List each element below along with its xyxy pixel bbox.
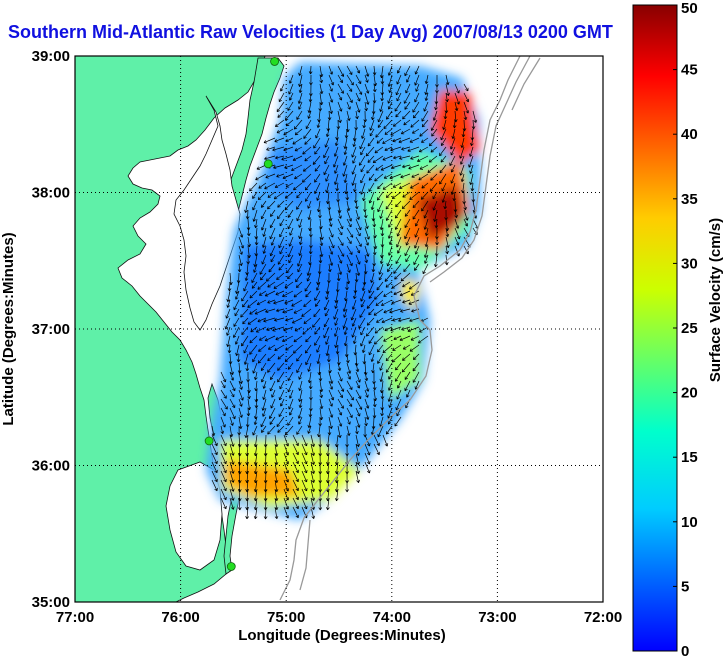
colorbar-tick-label: 0: [681, 643, 689, 659]
axes-frame: [74, 55, 604, 603]
bathymetry-contours: [279, 56, 541, 601]
y-tick-labels: 35:00 36:00 37:00 38:00 39:00: [32, 48, 70, 611]
y-tick-label: 39:00: [32, 48, 70, 65]
map-title: Southern Mid-Atlantic Raw Velocities (1 …: [8, 22, 613, 42]
colorbar-tick-label: 50: [681, 0, 698, 17]
colorbar-tick-label: 15: [681, 449, 698, 466]
colorbar: [632, 4, 678, 652]
y-tick-label: 35:00: [32, 594, 70, 611]
y-axis-label: Latitude (Degrees:Minutes): [0, 232, 17, 425]
x-tick-label: 76:00: [161, 609, 199, 626]
colorbar-tick-labels: 0 5 10 15 20 25 30 35 40 45 50: [673, 0, 698, 659]
colorbar-label: Surface Velocity (cm/s): [707, 218, 724, 382]
colorbar-tick-label: 25: [681, 320, 698, 337]
x-axis-label: Longitude (Degrees:Minutes): [238, 627, 446, 644]
radar-station-marker: [270, 57, 279, 66]
y-tick-label: 38:00: [32, 185, 70, 202]
colorbar-tick-label: 35: [681, 191, 698, 208]
y-tick-label: 36:00: [32, 458, 70, 475]
colorbar-tick-label: 5: [681, 578, 689, 595]
x-tick-label: 73:00: [478, 609, 516, 626]
colorbar-tick-label: 45: [681, 62, 698, 79]
radar-stations: [204, 57, 279, 571]
chesapeake-bay: [173, 95, 241, 331]
x-tick-labels: 77:00 76:00 75:00 74:00 73:00 72:00: [56, 609, 622, 626]
grid-lines: [75, 56, 603, 602]
x-tick-label: 77:00: [56, 609, 94, 626]
radar-station-marker: [263, 159, 273, 169]
colorbar-tick-label: 10: [681, 514, 698, 531]
x-tick-label: 72:00: [584, 609, 622, 626]
colorbar-tick-label: 40: [681, 126, 698, 143]
radar-station-marker: [204, 436, 214, 446]
x-tick-label: 74:00: [373, 609, 411, 626]
colorbar-tick-label: 20: [681, 385, 698, 402]
colorbar-tick-label: 30: [681, 255, 698, 272]
radar-station-marker: [226, 562, 236, 571]
y-tick-label: 37:00: [32, 321, 70, 338]
x-tick-label: 75:00: [267, 609, 305, 626]
